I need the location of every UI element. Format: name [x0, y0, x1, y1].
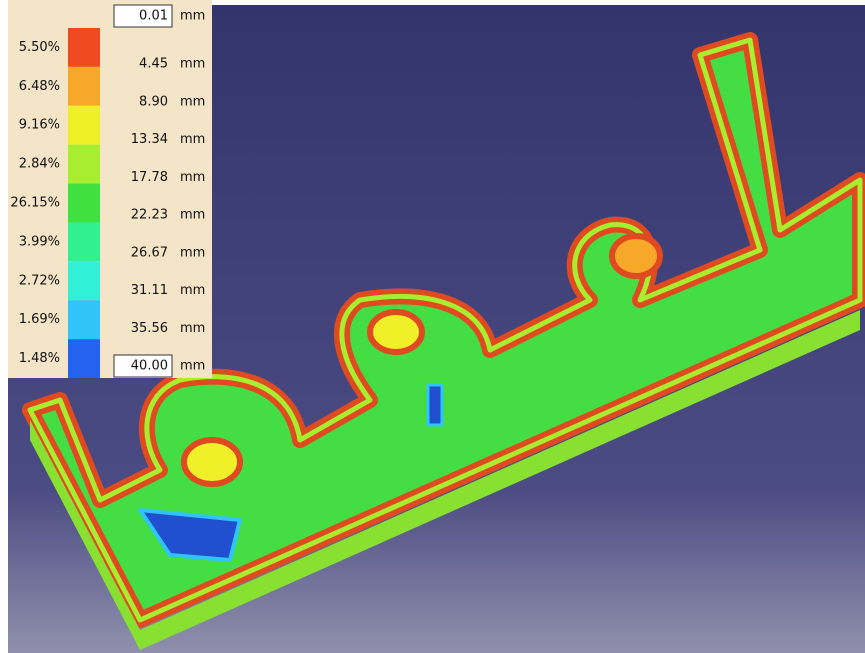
color-swatch [68, 339, 100, 378]
color-swatch [68, 222, 100, 262]
percentage-label: 1.69% [19, 312, 60, 327]
thickness-label: 0.01 [139, 9, 168, 24]
percentage-label: 5.50% [19, 40, 60, 55]
thickness-label: 31.11 [131, 283, 168, 298]
unit-label: mm [180, 132, 205, 147]
legend-panel [8, 0, 212, 378]
color-swatch [68, 300, 100, 340]
part-model [22, 32, 865, 650]
unit-label: mm [180, 208, 205, 223]
unit-label: mm [180, 359, 205, 374]
hole [181, 437, 243, 487]
thickness-label: 8.90 [139, 94, 168, 109]
color-swatch [68, 261, 100, 301]
thickness-label: 35.56 [131, 321, 168, 336]
thickness-label: 4.45 [139, 57, 168, 72]
unit-label: mm [180, 57, 205, 72]
percentage-label: 2.72% [19, 273, 60, 288]
color-swatch [68, 144, 100, 184]
legend: 5.50% 6.48% 9.16% 2.84% 26.15% 3.99% 2.72% 1.69… [10, 4, 205, 378]
thickness-label: 13.34 [131, 132, 168, 147]
percentage-label: 26.15% [10, 196, 60, 211]
thickness-label: 22.23 [131, 208, 168, 223]
percentage-label: 6.48% [19, 79, 60, 94]
value-input [113, 354, 173, 378]
percentage-label: 2.84% [19, 157, 60, 172]
color-swatch [68, 105, 100, 145]
unit-label: mm [180, 283, 205, 298]
unit-label: mm [180, 9, 205, 24]
percentage-label: 3.99% [19, 234, 60, 249]
thickness-label: 40.00 [131, 359, 168, 374]
color-swatch [68, 183, 100, 223]
color-swatch [68, 28, 100, 67]
thin-region [426, 383, 444, 427]
unit-label: mm [180, 170, 205, 185]
unit-label: mm [180, 245, 205, 260]
unit-label: mm [180, 321, 205, 336]
thickness-label: 17.78 [131, 170, 168, 185]
thickness-label: 26.67 [131, 245, 168, 260]
hole [609, 233, 663, 279]
percentage-label: 9.16% [19, 118, 60, 133]
thin-region [138, 508, 242, 562]
hole [367, 309, 425, 355]
unit-label: mm [180, 94, 205, 109]
color-swatch [68, 66, 100, 106]
percentage-label: 1.48% [19, 351, 60, 366]
value-input [113, 4, 173, 28]
